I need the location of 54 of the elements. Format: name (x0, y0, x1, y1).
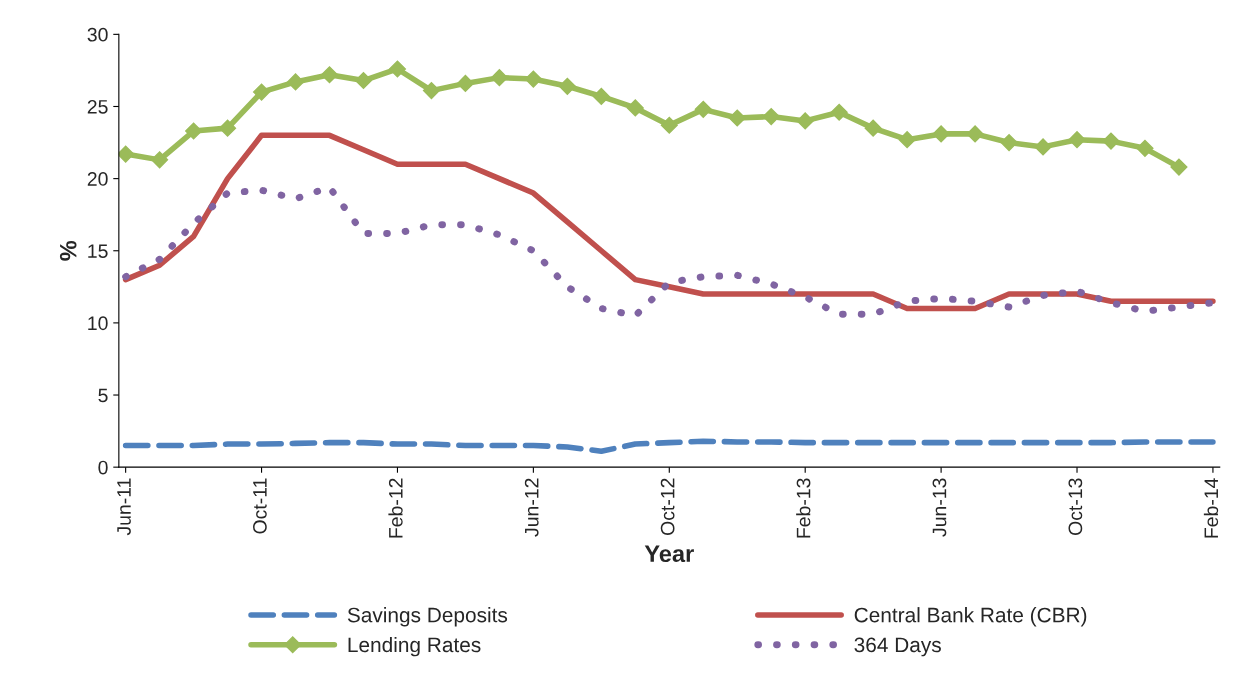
point (660, 116, 678, 134)
point (388, 60, 407, 78)
point (151, 151, 169, 169)
x-tick-label: Jun-12 (524, 478, 539, 537)
point (219, 119, 237, 137)
point (1068, 131, 1086, 149)
point (796, 112, 814, 130)
point (354, 71, 373, 90)
point (524, 70, 542, 88)
legend-label: Central Bank Rate (CBR) (854, 607, 1087, 627)
point (1102, 132, 1120, 150)
point (1034, 138, 1052, 156)
point (558, 77, 576, 95)
point (932, 125, 950, 143)
point (1000, 134, 1018, 152)
point (728, 109, 746, 127)
y-tick-label: 30 (87, 27, 108, 42)
point (1170, 158, 1188, 176)
x-tick-label: Feb-14 (1203, 478, 1219, 538)
legend-label: Lending Rates (348, 636, 481, 657)
y-tick-label: 15 (88, 244, 108, 258)
point (864, 119, 882, 137)
y-tick-label: 20 (87, 172, 108, 186)
point (185, 122, 203, 140)
x-tick-label: Feb-13 (796, 478, 811, 538)
x-tick-label: Jun-11 (117, 478, 131, 536)
x-axis-title: Year (644, 545, 694, 563)
point (1136, 139, 1154, 157)
x-tick-label: Feb-12 (388, 478, 403, 538)
x-tick-label: Oct-13 (1068, 478, 1083, 535)
point (762, 108, 780, 126)
x-tick-label: Oct-11 (253, 478, 267, 534)
x-tick-label: Jun-13 (932, 478, 947, 537)
point (898, 131, 916, 149)
y-tick-label: 10 (88, 316, 108, 331)
point (252, 83, 271, 101)
legend-label: 364 Days (854, 637, 941, 657)
point (118, 145, 135, 163)
point (456, 74, 474, 92)
point (490, 69, 508, 87)
y-axis-title: % (59, 240, 77, 261)
point (830, 103, 848, 121)
point (422, 82, 440, 100)
y-tick-label: 0 (98, 460, 108, 475)
legend-label: Savings Deposits (347, 607, 508, 627)
point (320, 66, 339, 84)
point (286, 73, 305, 91)
point (966, 125, 984, 143)
y-tick-label: 5 (98, 388, 108, 403)
point (694, 100, 712, 118)
y-tick-label: 25 (87, 99, 108, 114)
point (592, 87, 610, 105)
point (626, 99, 644, 117)
x-tick-label: Oct-12 (660, 478, 675, 535)
